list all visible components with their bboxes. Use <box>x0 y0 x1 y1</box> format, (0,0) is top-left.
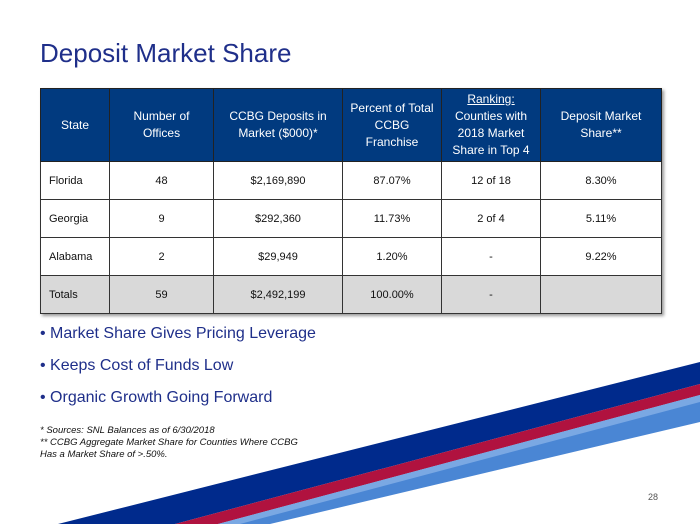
cell: - <box>441 275 541 314</box>
cell: Florida <box>40 161 110 200</box>
page-number: 28 <box>648 492 659 502</box>
table-row: Alabama 2 $29,949 1.20% -9.22% <box>40 237 662 276</box>
footnote: Has a Market Share of >.50%. <box>40 449 168 460</box>
cell: 9 <box>109 199 214 238</box>
cell: 59 <box>109 275 214 314</box>
header-ranking: Ranking: Counties with 2018 Market Share … <box>441 88 541 162</box>
table-header-row: State Number of Offices CCBG Deposits in… <box>40 88 662 162</box>
cell: 5.11% <box>540 199 662 238</box>
cell: 100.00% <box>342 275 442 314</box>
table-row: Florida 48 $2,169,890 87.07% 12 of 18 8.30% <box>40 161 662 200</box>
deposit-market-share-table: State Number of Offices CCBG Deposits in… <box>40 88 662 314</box>
header-market-share: Deposit Market Share** <box>540 88 662 162</box>
header-percent: Percent of Total CCBG Franchise <box>342 88 442 162</box>
cell: 2 of 4 <box>441 199 541 238</box>
header-offices: Number of Offices <box>109 88 214 162</box>
cell: Georgia <box>40 199 110 238</box>
cell: $29,949 <box>213 237 343 276</box>
header-deposits: CCBG Deposits in Market ($000)* <box>213 88 343 162</box>
footnote: ** CCBG Aggregate Market Share for Count… <box>40 437 298 448</box>
table-row: Georgia 9 $292,360 11.73% 2 of 4 5.11% <box>40 199 662 238</box>
cell: $2,169,890 <box>213 161 343 200</box>
footnote: * Sources: SNL Balances as of 6/30/2018 <box>40 425 215 436</box>
cell: 9.22% <box>540 237 662 276</box>
bullet-item: • Organic Growth Going Forward <box>40 389 273 406</box>
cell: 48 <box>109 161 214 200</box>
cell: $292,360 <box>213 199 343 238</box>
cell: 11.73% <box>342 199 442 238</box>
bullet-list: • Market Share Gives Pricing Leverage • … <box>40 318 316 414</box>
ranking-label: Ranking: <box>467 92 515 106</box>
cell: 1.20% <box>342 237 442 276</box>
cell <box>540 275 662 314</box>
cell: 87.07% <box>342 161 442 200</box>
cell: 8.30% <box>540 161 662 200</box>
header-state: State <box>40 88 110 162</box>
ranking-sub: Counties with 2018 Market Share in Top 4 <box>452 109 530 157</box>
cell: Alabama <box>40 237 110 276</box>
cell: $2,492,199 <box>213 275 343 314</box>
bullet-item: • Market Share Gives Pricing Leverage <box>40 325 316 342</box>
totals-row: Totals 59 $2,492,199 100.00% - <box>40 275 662 314</box>
bullet-item: • Keeps Cost of Funds Low <box>40 357 234 374</box>
cell: 12 of 18 <box>441 161 541 200</box>
footnotes: * Sources: SNL Balances as of 6/30/2018 … <box>40 425 298 461</box>
cell: 2 <box>109 237 214 276</box>
cell: - <box>441 237 541 276</box>
cell: Totals <box>40 275 110 314</box>
page-title: Deposit Market Share <box>40 38 292 68</box>
